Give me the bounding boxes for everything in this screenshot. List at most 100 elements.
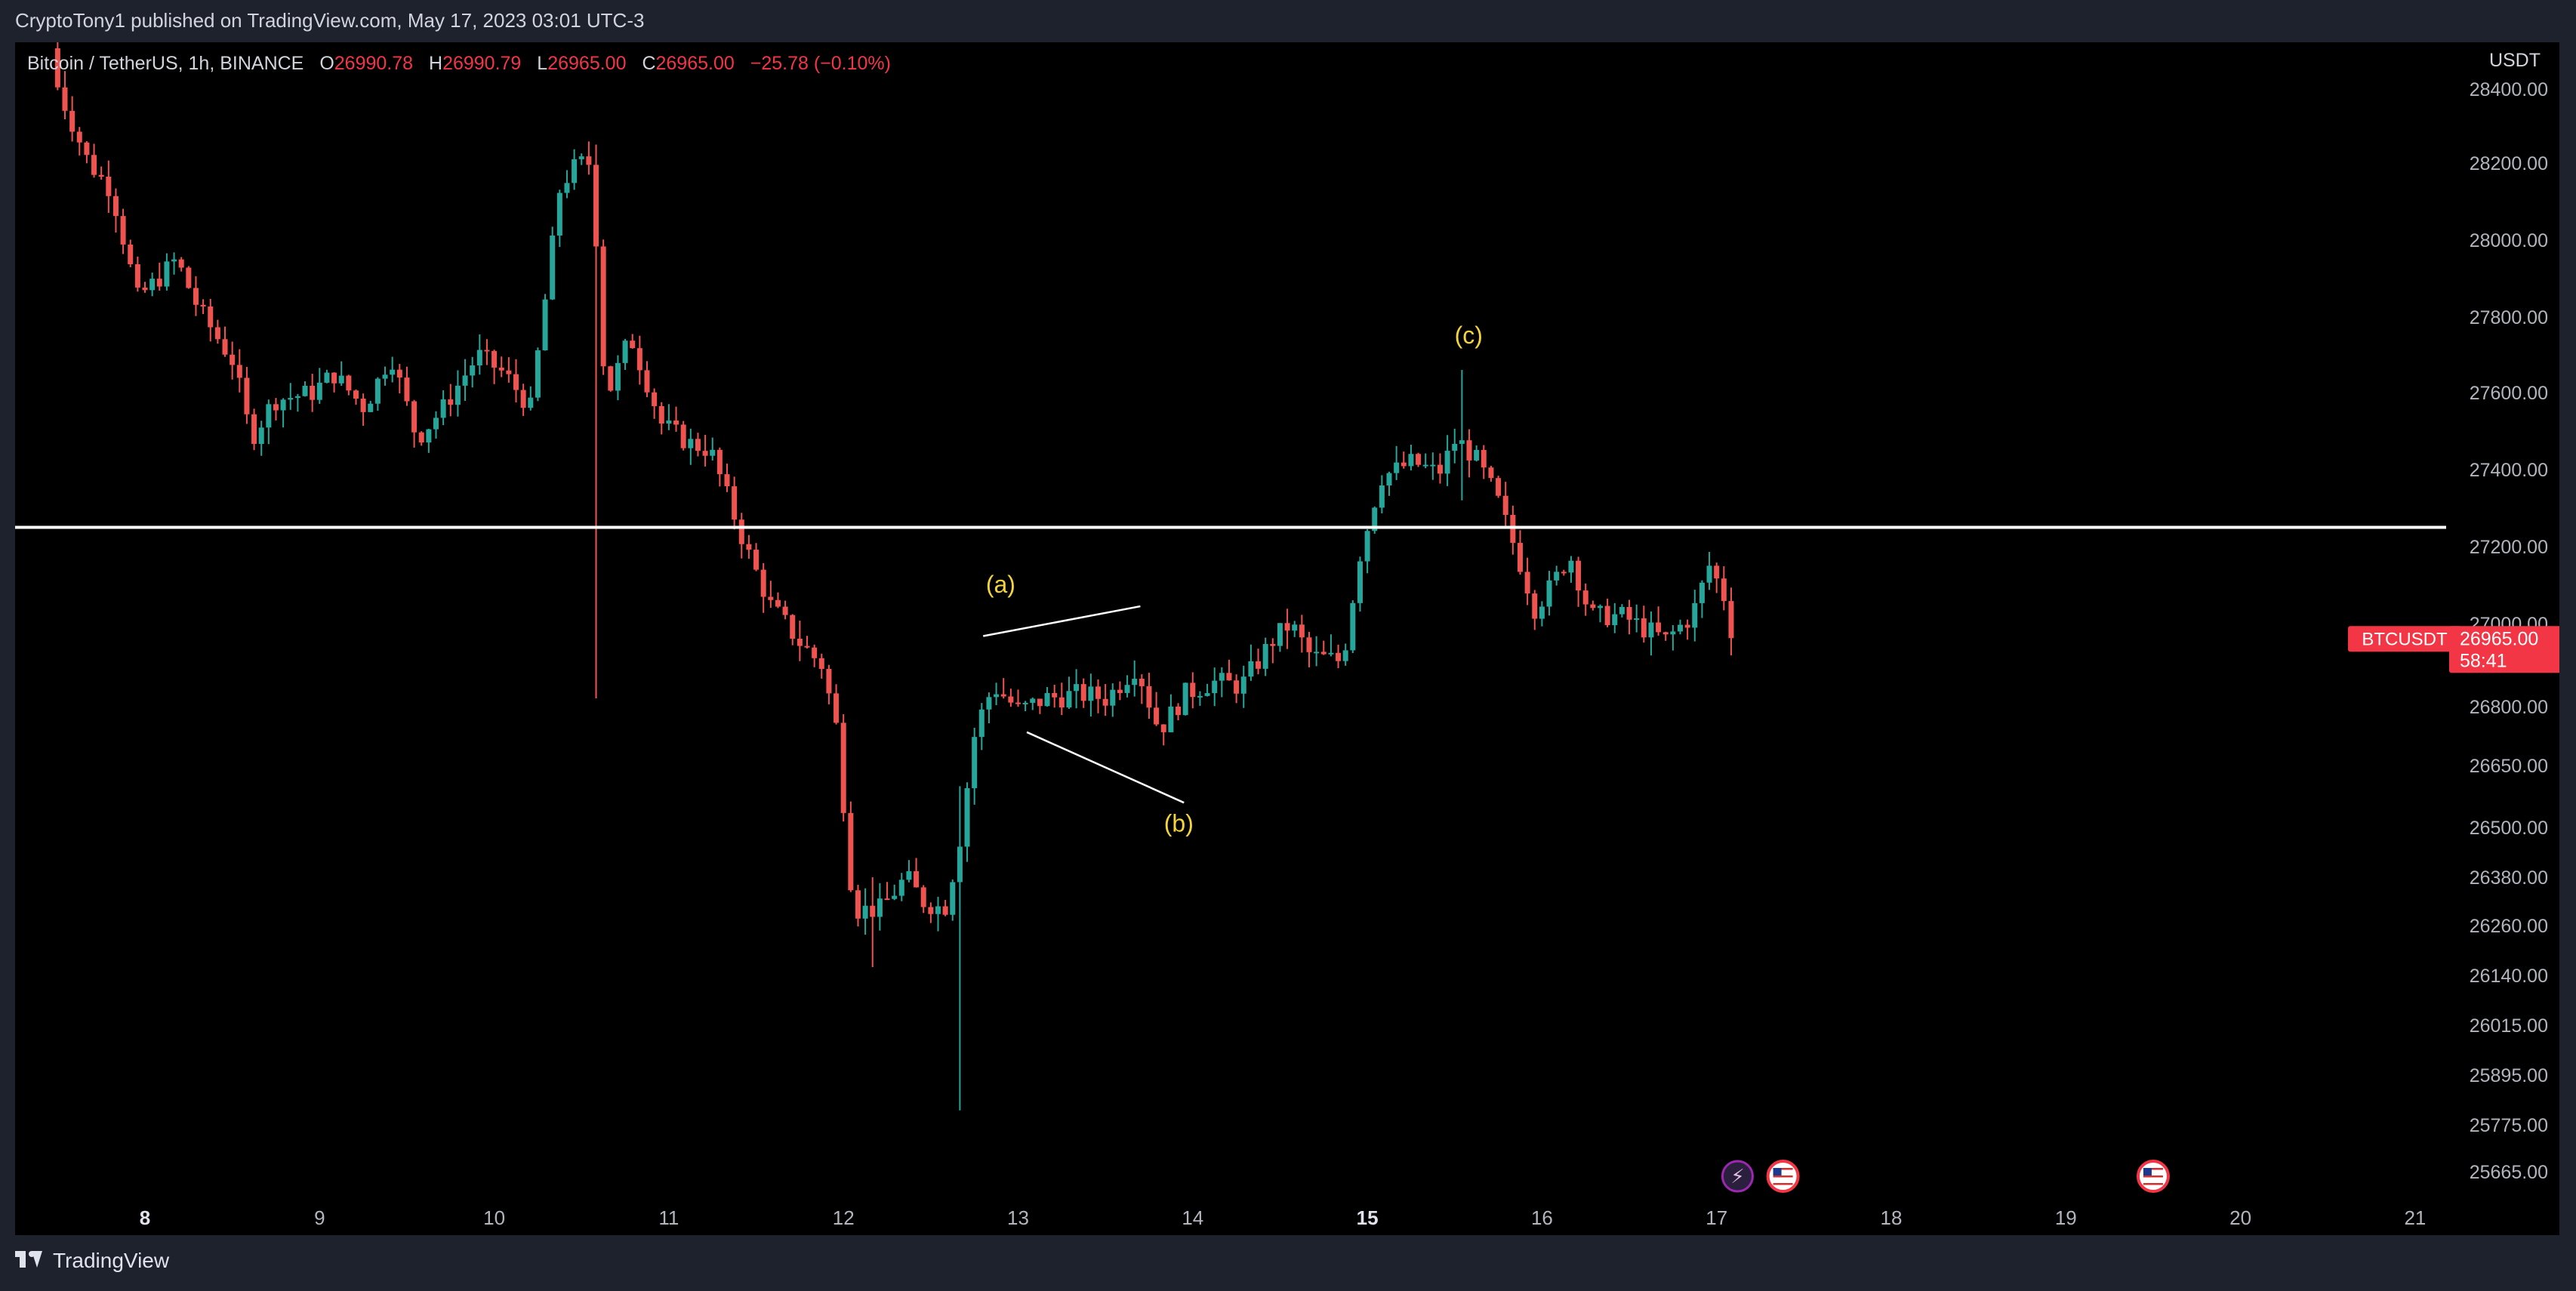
candle-body (738, 519, 744, 544)
candle-body (360, 398, 366, 412)
candle-body (790, 615, 796, 639)
price-tick-label: 25895.00 (2470, 1065, 2548, 1086)
candle-body (1590, 604, 1596, 609)
legend-low-label: L (537, 53, 548, 74)
candle-body (426, 429, 432, 443)
candle-body (972, 737, 978, 788)
last-price-countdown: 58:41 (2460, 650, 2507, 671)
time-axis: 8 9 10 11 12 13 14 15 16 17 18 19 20 21 (140, 1206, 2427, 1229)
candle-body (396, 369, 402, 378)
flag-stripe (1773, 1179, 1793, 1182)
flag-stripe (1773, 1175, 1793, 1178)
candle-body (331, 372, 337, 384)
candle-body (1372, 507, 1378, 531)
candle-body (695, 439, 701, 451)
time-tick-label: 9 (314, 1206, 325, 1229)
candle-body (164, 261, 170, 287)
wave-label: (b) (1164, 810, 1194, 837)
candle-body (484, 350, 490, 352)
candle-body (986, 697, 992, 710)
candle-body (498, 367, 504, 371)
candle-body (244, 377, 250, 414)
time-tick-label: 13 (1007, 1206, 1029, 1229)
wave-label: (a) (986, 571, 1015, 598)
candle-body (1030, 698, 1036, 703)
candle-body (978, 709, 984, 738)
top-bar: CryptoTony1 published on TradingView.com… (0, 0, 2576, 42)
candle-body (302, 385, 308, 396)
candle-body (1437, 464, 1443, 474)
candle-body (688, 439, 694, 448)
candle-body (1248, 661, 1254, 677)
candle-body (171, 259, 177, 262)
candle-body (1670, 631, 1676, 635)
candle-body (1022, 702, 1028, 704)
candle-body (1394, 462, 1400, 473)
candle-body (1604, 605, 1610, 626)
candle-body (200, 304, 206, 307)
candle-body (928, 907, 934, 914)
candle-body (964, 787, 970, 847)
candle-body (1219, 673, 1225, 681)
candle-body (1481, 449, 1487, 468)
candle-body (1299, 624, 1305, 638)
candle-body (572, 159, 578, 183)
candle-body (1721, 578, 1727, 602)
candle-body (310, 385, 316, 400)
candle-body (374, 378, 381, 404)
candle-body (1408, 454, 1414, 467)
candle-body (273, 404, 279, 411)
candle-body (390, 369, 396, 375)
candle-body (1197, 695, 1203, 698)
time-tick-label: 12 (833, 1206, 855, 1229)
tradingview-brand[interactable]: TradingView (15, 1249, 169, 1273)
price-tick-label: 26015.00 (2470, 1015, 2548, 1037)
candle-body (1052, 692, 1058, 698)
candle-body (702, 451, 708, 456)
candle-body (1561, 572, 1567, 574)
candle-body (622, 340, 628, 363)
candle-body (600, 246, 606, 367)
candle-body (236, 365, 242, 378)
candle-body (338, 375, 344, 384)
candle-body (134, 264, 140, 288)
candle-body (1256, 661, 1262, 669)
chart-area[interactable]: (a) (b) (c) ⚡ USDT 28400.00 28200.00 28000.00… (15, 42, 2559, 1235)
candle-body (1430, 464, 1436, 467)
candle-body (1502, 495, 1508, 516)
flag-stripe (2143, 1183, 2163, 1185)
price-tick-label: 27800.00 (2470, 307, 2548, 328)
candle-body (1554, 572, 1560, 581)
candle-body (1328, 652, 1334, 655)
candle-body (491, 350, 498, 368)
candle-body (1400, 462, 1407, 467)
candle-body (1146, 686, 1152, 708)
price-tick-label: 27400.00 (2470, 460, 2548, 481)
candle-body (346, 375, 352, 391)
candle-body (1386, 473, 1392, 486)
events-layer: ⚡ (1721, 1160, 2170, 1193)
candle-body (550, 236, 556, 300)
candle-body (1444, 451, 1450, 474)
candle-body (1102, 698, 1108, 706)
candle-body (658, 405, 664, 424)
candle-body (1168, 706, 1174, 732)
candle-body (1080, 684, 1086, 701)
candle-body (1000, 694, 1006, 697)
candle-body (1706, 565, 1712, 583)
time-tick-label: 11 (658, 1206, 679, 1229)
lightning-event-badge (1721, 1160, 1754, 1193)
candle-body (994, 694, 1000, 698)
candle-body (804, 646, 810, 648)
candle-body (1015, 702, 1021, 704)
candle-body (1452, 443, 1458, 451)
symbol-legend: Bitcoin / TetherUS, 1h, BINANCE O26990.7… (27, 53, 901, 75)
candlestick-chart[interactable]: (a) (b) (c) ⚡ USDT 28400.00 28200.00 28000.00… (15, 42, 2559, 1235)
candle-body (316, 382, 322, 400)
candle-body (454, 385, 461, 405)
candle-body (753, 550, 760, 570)
trendline (1026, 731, 1185, 804)
candle-body (920, 887, 926, 907)
currency-label: USDT (2489, 50, 2541, 71)
candle-body (1336, 652, 1342, 661)
